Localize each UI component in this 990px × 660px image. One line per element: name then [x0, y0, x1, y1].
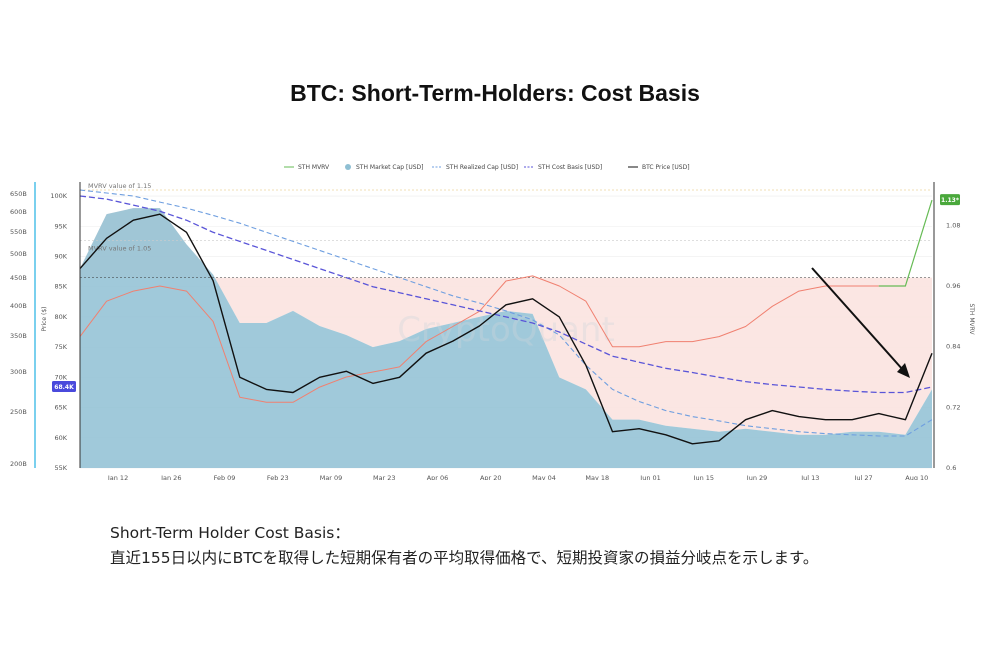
x-tick-label: Mar 09: [320, 474, 343, 480]
caption-line-2: 直近155日以内にBTCを取得した短期保有者の平均取得価格で、短期投資家の損益分…: [110, 549, 819, 567]
arrow-head: [897, 363, 910, 378]
axes: 55K 60K 65K 70K 75K 80K 85K 90K 95K 100K Price ($)…: [10, 182, 975, 480]
legend-label: STH Cost Basis [USD]: [538, 164, 602, 171]
price-tick-label: 55K: [54, 464, 67, 472]
price-tick-label: 60K: [54, 434, 67, 442]
chart-title: BTC: Short-Term-Holders: Cost Basis: [290, 80, 700, 106]
series-sth-mvrv-recent: [878, 199, 933, 287]
mvrv-tick-label: 0.6: [946, 464, 956, 472]
series-sth-realized-cap-line: [79, 189, 933, 437]
price-tick-label: 70K: [54, 373, 67, 381]
price-axis-title: Price ($): [41, 306, 48, 331]
chart-area: STH MVRV STH Market Cap [USD] STH Realized…: [10, 164, 975, 480]
mvrv-axis-title: STH MVRV: [968, 303, 975, 335]
price-tick-label: 80K: [54, 313, 67, 321]
mvrv-badge-label: 1.13*: [941, 197, 960, 204]
cap-tick-label: 600B: [10, 208, 27, 216]
cap-tick-label: 500B: [10, 250, 27, 258]
x-tick-label: Jun 15: [693, 474, 715, 480]
legend-label: STH MVRV: [298, 164, 330, 171]
price-badge-label: 68.4K: [54, 384, 74, 391]
legend-swatch: [345, 164, 351, 170]
price-tick-label: 100K: [50, 192, 67, 200]
cap-tick-label: 550B: [10, 228, 27, 236]
annotation-mvrv-115: MVRV value of 1.15: [88, 182, 151, 190]
x-tick-label: Jan 12: [107, 474, 128, 480]
price-tick-label: 75K: [54, 343, 67, 351]
mvrv-tick-label: 0.96: [946, 282, 960, 290]
price-tick-label: 95K: [54, 222, 67, 230]
legend-label: STH Market Cap [USD]: [356, 164, 424, 171]
x-tick-label: Jul 27: [853, 474, 872, 480]
x-tick-label: Aug 10: [905, 474, 928, 480]
x-tick-label: Feb 23: [267, 474, 289, 480]
x-tick-label: Feb 09: [214, 474, 236, 480]
x-tick-label: Jan 26: [160, 474, 181, 480]
x-tick-label: Apr 20: [480, 474, 502, 480]
cap-tick-label: 650B: [10, 190, 27, 198]
x-tick-label: Apr 06: [427, 474, 449, 480]
cap-tick-label: 450B: [10, 274, 27, 282]
profit-zone-fill: [80, 208, 932, 435]
legend-label: STH Realized Cap [USD]: [446, 164, 518, 171]
legend: STH MVRV STH Market Cap [USD] STH Realized…: [284, 164, 690, 171]
series-sth-market-cap-area: [80, 208, 932, 468]
cap-tick-label: 200B: [10, 460, 27, 468]
series-btc-price-line: [79, 213, 933, 445]
watermark: CryptoQuant: [397, 310, 615, 350]
price-badge: [52, 381, 76, 393]
legend-label: BTC Price [USD]: [642, 164, 690, 171]
x-tick-label: Jul 13: [800, 474, 819, 480]
price-tick-label: 90K: [54, 252, 67, 260]
caption-line-1: Short-Term Holder Cost Basis：: [110, 524, 350, 542]
mvrv-badge: [940, 194, 960, 206]
x-tick-label: May 04: [532, 474, 556, 480]
series-sth-cost-basis-line: [79, 195, 933, 394]
x-tick-label: Mar 23: [373, 474, 396, 480]
x-tick-label: May 18: [585, 474, 609, 480]
mvrv-tick-label: 0.72: [946, 403, 960, 411]
price-tick-label: 85K: [54, 283, 67, 291]
x-tick-label: Jun 01: [639, 474, 661, 480]
caption: Short-Term Holder Cost Basis： 直近155日以内にB…: [110, 521, 818, 571]
arrow-annotation: [811, 267, 904, 371]
cap-tick-label: 350B: [10, 332, 27, 340]
cap-tick-label: 250B: [10, 408, 27, 416]
plot: CryptoQuant MVRV value of 1.15 MVRV value …: [79, 182, 933, 469]
cap-tick-label: 400B: [10, 302, 27, 310]
cap-tick-label: 300B: [10, 368, 27, 376]
annotation-mvrv-105: MVRV value of 1.05: [88, 244, 151, 252]
mvrv-tick-label: 1.08: [946, 221, 960, 229]
mvrv-tick-label: 0.84: [946, 343, 960, 351]
price-tick-label: 65K: [54, 404, 67, 412]
x-tick-label: Jun 29: [746, 474, 768, 480]
